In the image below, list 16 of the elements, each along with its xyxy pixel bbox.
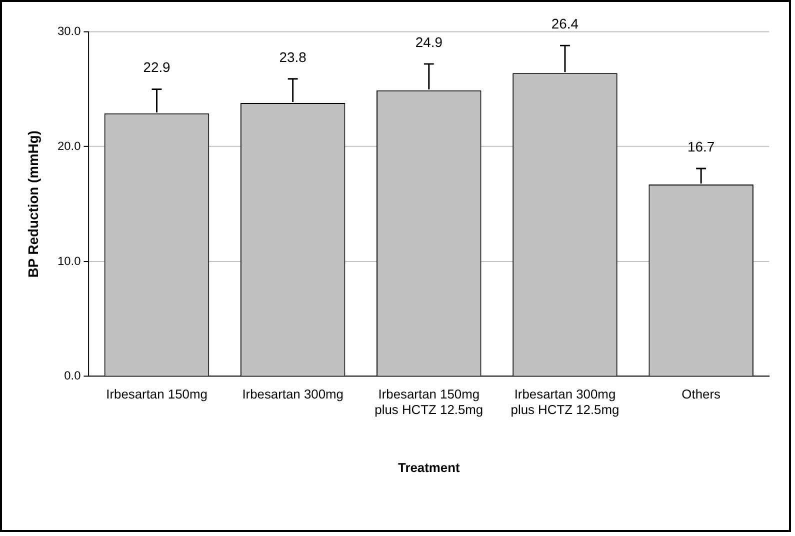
x-tick-label: Irbesartan 300mg [242,386,344,402]
x-tick-label: Irbesartan 150mg [106,386,208,402]
x-tick-label: Irbesartan 300mg plus HCTZ 12.5mg [510,386,620,418]
data-label: 24.9 [415,34,443,50]
data-label: 26.4 [551,16,579,32]
x-axis-title: Treatment [398,460,460,476]
y-axis-title: BP Reduction (mmHg) [25,130,42,278]
y-tick-label: 0.0 [64,368,82,383]
data-label: 16.7 [688,138,715,154]
y-tick-label: 10.0 [58,254,82,268]
y-tick-label: 20.0 [58,138,82,153]
y-tick-label: 30.0 [58,24,82,38]
x-tick-label: Others [682,386,720,402]
data-label: 22.9 [143,59,171,76]
data-label: 23.8 [279,48,307,65]
x-tick-label: Irbesartan 150mg plus HCTZ 12.5mg [374,386,484,418]
